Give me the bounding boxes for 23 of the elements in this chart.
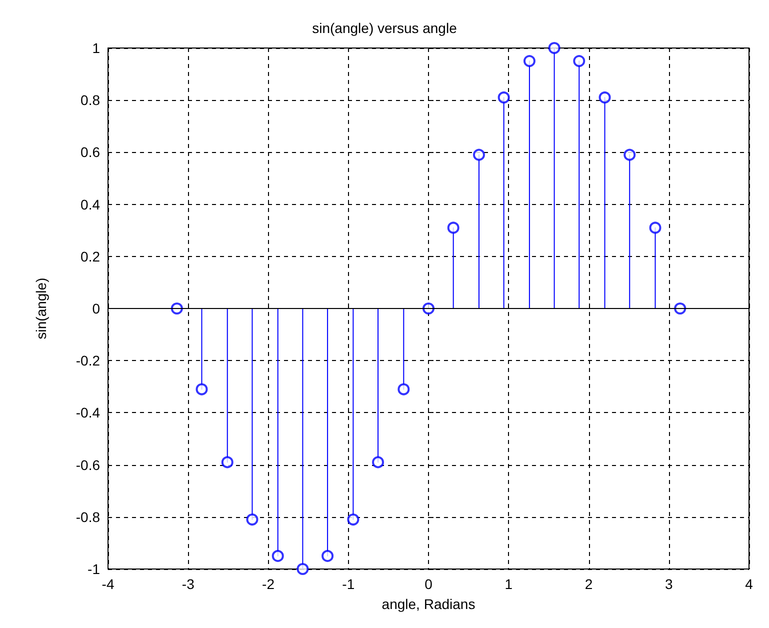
y-axis-title: sin(angle) (33, 278, 49, 340)
y-tick-label: -0.6 (76, 456, 100, 473)
x-tick-label: -1 (342, 576, 355, 592)
y-tick-label: -0.2 (76, 352, 100, 369)
y-tick-label: 0.8 (80, 92, 100, 108)
y-tick-label: -1 (88, 561, 100, 577)
x-axis-title: angle, Radians (382, 596, 476, 612)
y-tick-label: 0.4 (80, 196, 100, 212)
y-tick-label: 0.2 (80, 248, 100, 264)
x-tick-label: -4 (102, 576, 114, 592)
y-tick-label: 0.6 (80, 144, 100, 160)
chart-title: sin(angle) versus angle (312, 20, 458, 36)
y-tick-label: -0.4 (76, 404, 100, 421)
x-tick-label: 3 (664, 576, 673, 592)
x-tick-label: -3 (182, 576, 195, 592)
x-tick-label: 4 (745, 576, 754, 592)
y-tick-label: 0 (92, 300, 100, 316)
y-tick-label: 1 (92, 40, 100, 56)
x-tick-label: 0 (424, 576, 433, 592)
x-tick-label: 2 (584, 576, 593, 592)
y-tick-label: -0.8 (76, 508, 100, 525)
x-tick-label: 1 (504, 576, 513, 592)
x-tick-label: -2 (262, 576, 275, 592)
